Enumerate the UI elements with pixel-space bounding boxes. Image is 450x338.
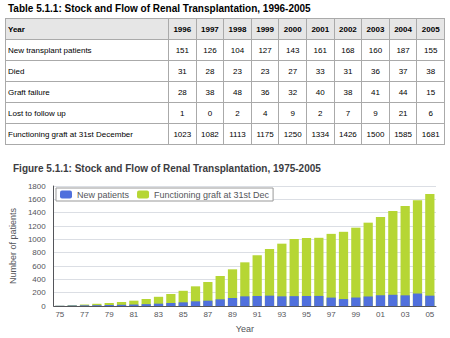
html-text:2: 2 (235, 108, 240, 118)
html-text:1426: 1426 (339, 129, 357, 139)
html-text:21: 21 (398, 108, 408, 118)
html-text:38: 38 (205, 87, 215, 97)
svg-text:95: 95 (302, 310, 311, 319)
html-text:126: 126 (203, 45, 217, 55)
html-text:15: 15 (426, 87, 436, 97)
svg-text:93: 93 (277, 310, 286, 319)
svg-text:01: 01 (376, 310, 385, 319)
svg-text:03: 03 (401, 310, 410, 319)
html-text:Graft failure: Graft failure (8, 87, 50, 97)
svg-text:05: 05 (425, 310, 434, 319)
svg-text:79: 79 (105, 310, 114, 319)
svg-text:99: 99 (351, 310, 360, 319)
html-text:Functioning graft at 31st Dece: Functioning graft at 31st December (8, 129, 133, 139)
html-text:143: 143 (286, 45, 300, 55)
html-text:36: 36 (371, 66, 380, 76)
html-text:1: 1 (180, 108, 185, 118)
html-text:28: 28 (177, 87, 187, 97)
html-text:Lost to follow up: Lost to follow up (8, 108, 66, 118)
svg-text:1400: 1400 (28, 208, 46, 217)
svg-text:1600: 1600 (28, 195, 46, 204)
html-text:0: 0 (207, 108, 213, 118)
html-text:23: 23 (260, 66, 270, 76)
svg-text:200: 200 (32, 288, 46, 297)
svg-text:1800: 1800 (28, 182, 46, 191)
html-text:36: 36 (260, 87, 270, 97)
html-text:1997: 1997 (201, 24, 219, 34)
html-text:Year: Year (8, 24, 25, 34)
svg-text:75: 75 (55, 310, 64, 319)
html-text:1113: 1113 (229, 129, 246, 139)
svg-text:97: 97 (327, 310, 336, 319)
html-text:1996: 1996 (173, 24, 192, 34)
html-text:187: 187 (396, 45, 410, 55)
svg-text:81: 81 (129, 310, 138, 319)
svg-text:77: 77 (80, 310, 89, 319)
html-text:44: 44 (398, 87, 408, 97)
svg-text:89: 89 (228, 310, 237, 319)
html-text:31: 31 (177, 66, 187, 76)
html-text:1175: 1175 (256, 129, 274, 139)
svg-text:83: 83 (154, 310, 163, 319)
html-text:2004: 2004 (394, 24, 412, 34)
html-text:104: 104 (230, 45, 245, 55)
html-text:160: 160 (368, 45, 383, 55)
html-text:7: 7 (345, 108, 351, 118)
html-text:38: 38 (343, 87, 353, 97)
html-text:48: 48 (233, 87, 242, 97)
html-text:New transplant patients: New transplant patients (8, 45, 92, 55)
html-text:2000: 2000 (283, 24, 302, 34)
svg-text:1000: 1000 (28, 235, 46, 244)
html-text:Table 5.1.1: Stock and Flow of: Table 5.1.1: Stock and Flow of Renal Tra… (8, 3, 311, 14)
html-text:40: 40 (315, 87, 325, 97)
html-text:9: 9 (373, 108, 378, 118)
html-text:1585: 1585 (394, 129, 412, 139)
html-text:Died: Died (8, 66, 25, 76)
svg-text:400: 400 (32, 275, 46, 284)
html-text:2: 2 (318, 108, 323, 118)
html-text:9: 9 (290, 108, 295, 118)
svg-text:New patients: New patients (77, 190, 130, 200)
html-text:2001: 2001 (311, 24, 330, 34)
html-text:38: 38 (426, 66, 436, 76)
html-text:27: 27 (288, 66, 298, 76)
svg-text:Functioning graft at 31st Dec: Functioning graft at 31st Dec (154, 190, 270, 200)
html-text:6: 6 (428, 108, 433, 118)
svg-text:87: 87 (203, 310, 212, 319)
html-text:23: 23 (233, 66, 242, 76)
html-text:41: 41 (371, 87, 380, 97)
html-text:1023: 1023 (173, 129, 192, 139)
html-text:4: 4 (262, 108, 268, 118)
html-text:1681: 1681 (421, 129, 440, 139)
html-text:32: 32 (288, 87, 298, 97)
html-text:1999: 1999 (256, 24, 274, 34)
html-text:31: 31 (343, 66, 353, 76)
html-text:1250: 1250 (283, 129, 302, 139)
svg-text:Figure 5.1.1: Stock and Flow o: Figure 5.1.1: Stock and Flow of Renal Tr… (13, 163, 321, 174)
html-text:37: 37 (398, 66, 408, 76)
html-text:1998: 1998 (228, 24, 247, 34)
svg-text:800: 800 (32, 248, 46, 257)
html-text:2005: 2005 (421, 24, 440, 34)
html-text:1082: 1082 (201, 129, 219, 139)
html-text:155: 155 (424, 45, 438, 55)
html-text:28: 28 (205, 66, 215, 76)
html-text:151: 151 (175, 45, 189, 55)
svg-text:85: 85 (179, 310, 188, 319)
html-text:2002: 2002 (339, 24, 357, 34)
html-text:127: 127 (258, 45, 272, 55)
svg-text:0: 0 (41, 302, 46, 311)
svg-text:600: 600 (32, 262, 46, 271)
html-text:161: 161 (313, 45, 327, 55)
svg-text:1200: 1200 (28, 222, 46, 231)
svg-text:Number of patients: Number of patients (8, 207, 18, 284)
svg-text:Year: Year (236, 324, 254, 334)
svg-text:91: 91 (253, 310, 262, 319)
html-text:2003: 2003 (366, 24, 385, 34)
html-text:1334: 1334 (311, 129, 330, 139)
html-text:1500: 1500 (366, 129, 385, 139)
html-text:33: 33 (315, 66, 325, 76)
html-text:168: 168 (341, 45, 355, 55)
